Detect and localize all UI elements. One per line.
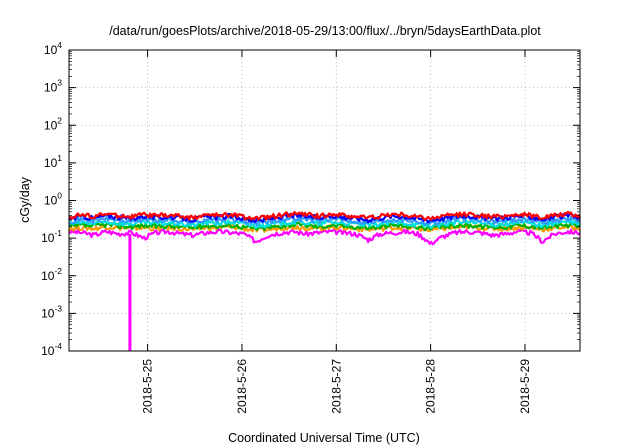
y-tick-label: 10-4: [41, 341, 62, 358]
x-tick-label: 2018-5-27: [329, 359, 343, 414]
y-tick-labels: 10-4 10-3 10-2 10-1 100 101 102 103 104: [41, 40, 62, 358]
y-tick-label: 103: [44, 78, 62, 95]
x-tick-label: 2018-5-29: [518, 359, 532, 414]
x-tick-label: 2018-5-25: [141, 359, 155, 414]
x-axis-label: Coordinated Universal Time (UTC): [228, 431, 420, 445]
series-line: [68, 223, 581, 233]
y-tick-label: 101: [44, 153, 62, 170]
tick-marks: [69, 49, 580, 352]
grid-lines: [69, 50, 580, 351]
y-axis-label: cGy/day: [18, 176, 32, 223]
series-line: [68, 228, 581, 246]
y-tick-label: 10-1: [41, 228, 62, 245]
chart-title: /data/run/goesPlots/archive/2018-05-29/1…: [109, 24, 541, 38]
y-tick-label: 100: [44, 191, 62, 208]
series-line: [68, 210, 581, 222]
y-tick-label: 10-2: [41, 266, 62, 283]
x-tick-labels: 2018-5-25 2018-5-26 2018-5-27 2018-5-28 2018…: [141, 359, 532, 414]
y-tick-label: 10-3: [41, 303, 62, 320]
series-group: [68, 210, 581, 351]
y-tick-label: 102: [44, 115, 62, 132]
series-line: [69, 221, 581, 232]
y-tick-label: 104: [44, 40, 62, 57]
x-tick-label: 2018-5-28: [424, 359, 438, 414]
series-line: [68, 219, 581, 230]
x-tick-label: 2018-5-26: [235, 359, 249, 414]
